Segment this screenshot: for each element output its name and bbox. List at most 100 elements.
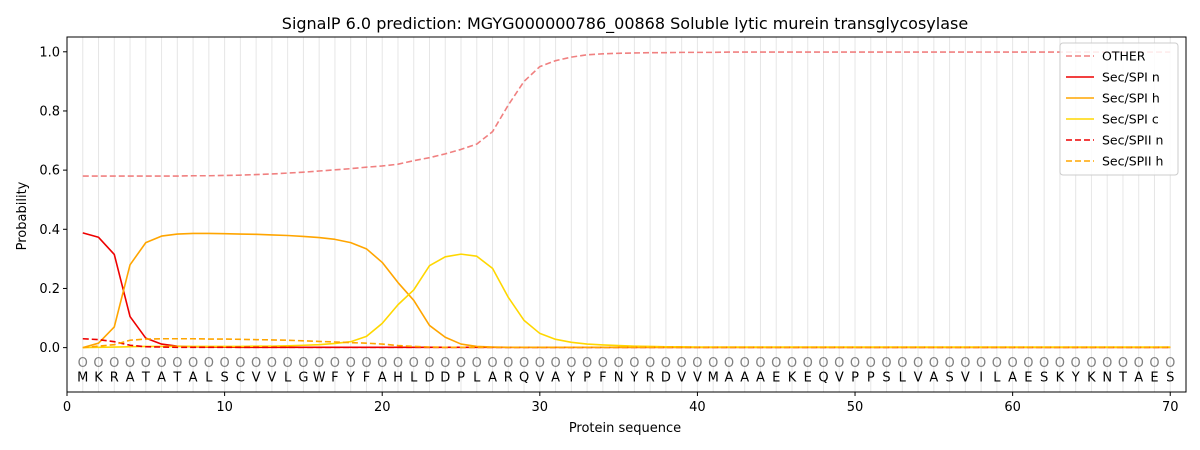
y-tick-label: 0.2	[39, 282, 60, 297]
position-marker: O	[93, 356, 103, 371]
position-marker: O	[1149, 356, 1159, 371]
position-marker: O	[298, 356, 308, 371]
position-marker: O	[834, 356, 844, 371]
residue-label: P	[457, 371, 465, 386]
position-marker: O	[976, 356, 986, 371]
position-marker: O	[219, 356, 229, 371]
position-marker: O	[519, 356, 529, 371]
residue-label: T	[1118, 371, 1127, 386]
position-marker: O	[314, 356, 324, 371]
legend-label: Sec/SPI n	[1102, 70, 1160, 85]
position-marker: O	[361, 356, 371, 371]
y-axis-ticks: 0.0 0.2 0.4 0.6 0.8 1.0	[39, 45, 67, 356]
series-line	[82, 232, 1171, 349]
residue-label: Y	[629, 371, 638, 386]
legend: OTHER Sec/SPI n Sec/SPI h Sec/SPI c Sec/SPII…	[1059, 42, 1179, 176]
x-tick-label: 60	[1004, 400, 1021, 415]
position-marker: O	[661, 356, 671, 371]
position-marker: O	[897, 356, 907, 371]
series-line	[82, 253, 1171, 349]
y-tick-label: 1.0	[39, 45, 60, 60]
position-marker: O	[1023, 356, 1033, 371]
residue-label: V	[677, 371, 686, 386]
residue-label: S	[945, 371, 953, 386]
residue-label: L	[410, 371, 418, 386]
residue-label: A	[1008, 371, 1017, 386]
residue-label: S	[220, 371, 228, 386]
y-tick-label: 0.6	[39, 164, 60, 179]
residue-label: W	[313, 371, 326, 386]
y-tick-label: 0.8	[39, 104, 60, 119]
residue-label: R	[504, 371, 513, 386]
residue-label: F	[363, 371, 370, 386]
position-marker: O	[330, 356, 340, 371]
position-marker: O	[235, 356, 245, 371]
position-marker: O	[424, 356, 434, 371]
residue-label: F	[599, 371, 606, 386]
position-marker: O	[1071, 356, 1081, 371]
residue-label: A	[488, 371, 497, 386]
residue-label: E	[772, 371, 780, 386]
position-marker: O	[1102, 356, 1112, 371]
x-tick-label: 0	[63, 400, 71, 415]
position-marker: O	[440, 356, 450, 371]
residue-label: D	[424, 371, 434, 386]
position-marker: O	[1055, 356, 1065, 371]
x-tick-label: 50	[847, 400, 864, 415]
residue-label: P	[583, 371, 591, 386]
legend-label: Sec/SPI h	[1102, 91, 1160, 106]
residue-label: L	[473, 371, 481, 386]
position-marker: O	[204, 356, 214, 371]
position-marker: O	[740, 356, 750, 371]
series-line	[82, 51, 1171, 177]
residue-label: A	[1134, 371, 1143, 386]
position-marker: O	[960, 356, 970, 371]
residue-label: V	[693, 371, 702, 386]
position-marker: O	[535, 356, 545, 371]
position-marker: O	[172, 356, 182, 371]
residue-label: L	[993, 371, 1001, 386]
series-line	[82, 232, 1171, 349]
y-tick-label: 0.4	[39, 223, 60, 238]
residue-label: M	[77, 371, 88, 386]
position-marker: O	[755, 356, 765, 371]
x-tick-label: 20	[374, 400, 391, 415]
residue-label: T	[141, 371, 150, 386]
x-tick-label: 70	[1162, 400, 1179, 415]
residue-label: V	[961, 371, 970, 386]
residue-label: G	[298, 371, 308, 386]
position-marker: O	[1086, 356, 1096, 371]
residue-label: K	[1056, 371, 1065, 386]
residue-label: H	[393, 371, 403, 386]
series-line	[82, 337, 1171, 349]
position-marker: O	[992, 356, 1002, 371]
position-marker: O	[503, 356, 513, 371]
position-marker: O	[1039, 356, 1049, 371]
position-marker: O	[109, 356, 119, 371]
residue-label: A	[929, 371, 938, 386]
residue-label: M	[708, 371, 719, 386]
residue-label: Y	[346, 371, 355, 386]
position-marker: O	[1118, 356, 1128, 371]
position-marker: O	[409, 356, 419, 371]
position-marker: O	[251, 356, 261, 371]
position-marker: O	[692, 356, 702, 371]
position-marker: O	[724, 356, 734, 371]
residue-label: N	[614, 371, 624, 386]
position-marker: O	[818, 356, 828, 371]
residue-label: I	[979, 371, 983, 386]
residue-label: D	[440, 371, 450, 386]
residue-label: A	[157, 371, 166, 386]
residue-label: V	[252, 371, 261, 386]
position-marker: O	[614, 356, 624, 371]
residue-label: N	[1102, 371, 1112, 386]
residue-label: P	[867, 371, 875, 386]
x-axis-ticks: 0 10 20 30 40 50 60 70	[63, 392, 1179, 415]
position-marker: O	[78, 356, 88, 371]
residue-label: L	[284, 371, 292, 386]
position-marker: O	[566, 356, 576, 371]
series-lines	[82, 51, 1171, 349]
legend-label: Sec/SPI c	[1102, 112, 1159, 127]
